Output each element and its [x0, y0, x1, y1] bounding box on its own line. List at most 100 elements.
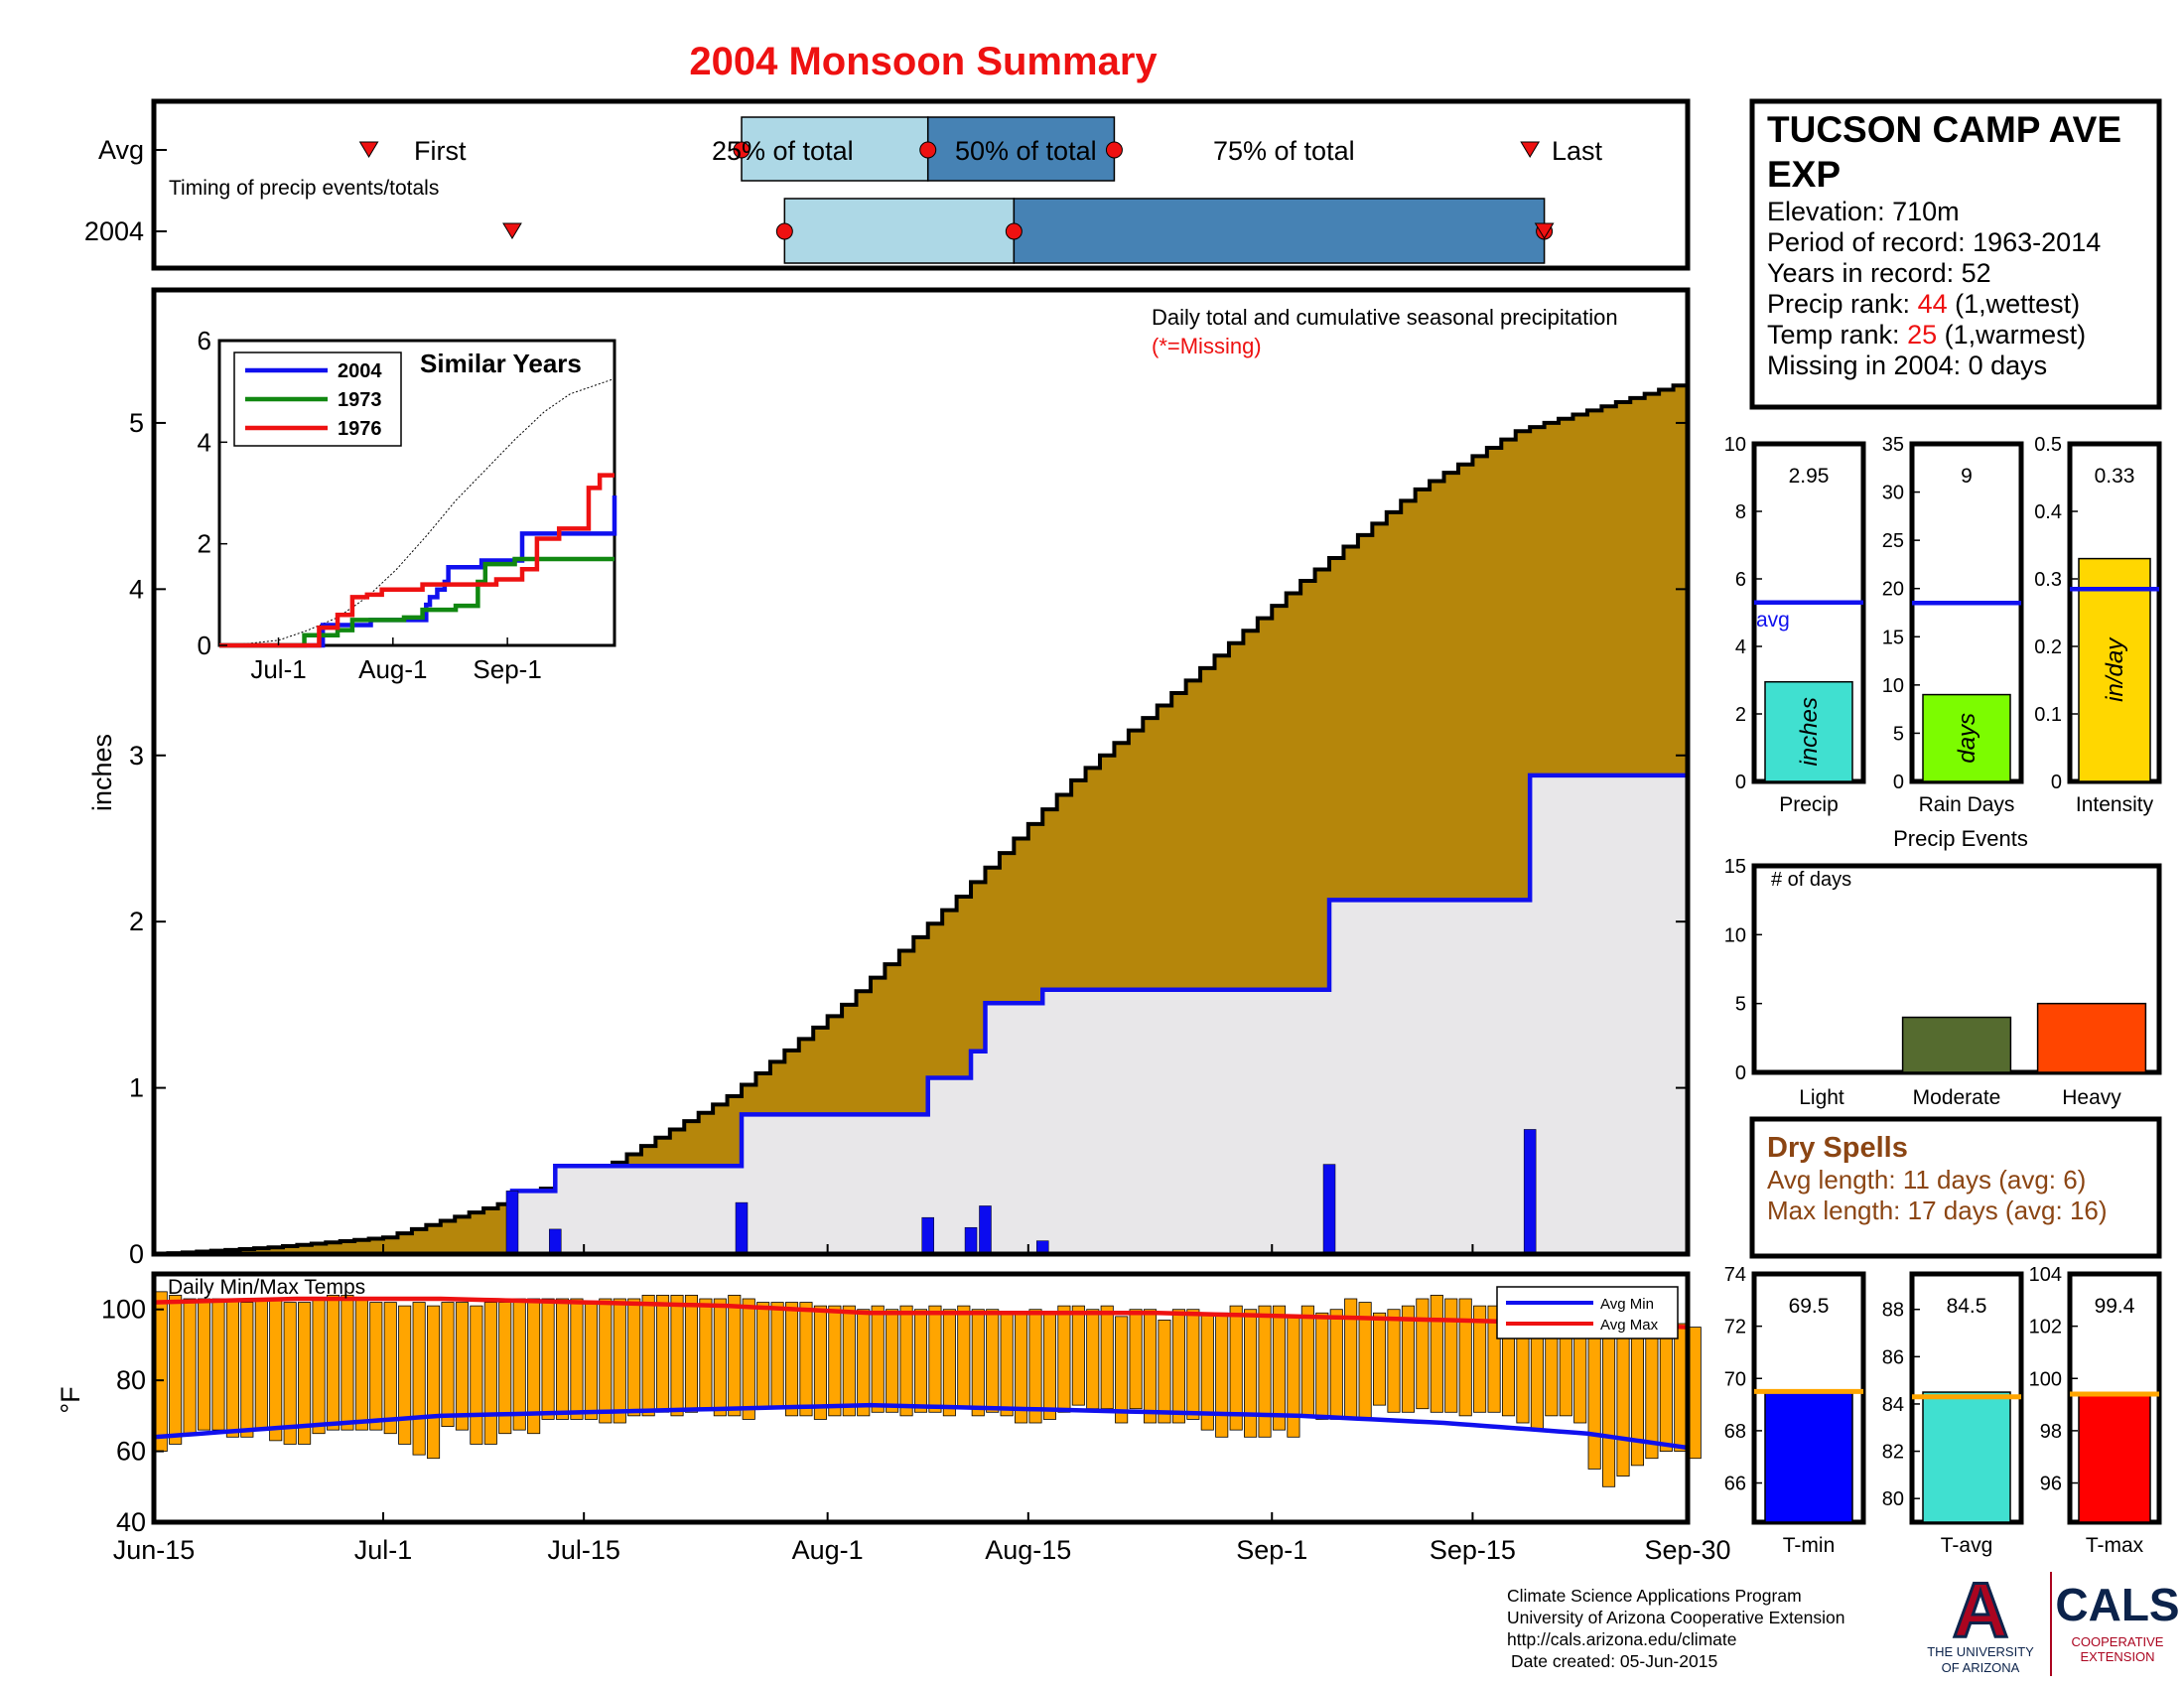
timing-2004-25-50-box	[783, 198, 1016, 264]
daily-temp-bar	[1329, 1309, 1343, 1420]
panel-y-tick-label-temp_tmax: 102	[2029, 1317, 2062, 1338]
main-y-label: inches	[87, 734, 117, 811]
x-tick-label: Sep-30	[1644, 1535, 1730, 1565]
station-info-box: TUCSON CAMP AVE EXP Elevation: 710m Peri…	[1749, 98, 2162, 410]
page-title: 2004 Monsoon Summary	[689, 40, 1158, 83]
precip-events-y-tick-label: 10	[1724, 924, 1746, 946]
daily-temp-bar	[799, 1302, 813, 1417]
daily-temp-bar	[1401, 1305, 1415, 1413]
panel-y-tick-label-totals_raindays: 30	[1882, 483, 1904, 504]
inset-marks: 0 2 4 6 Jul-1 Aug-1 Sep-1	[198, 326, 617, 684]
temps-y-label: °F	[56, 1386, 85, 1413]
daily-temp-bar	[1244, 1309, 1258, 1438]
daily-temp-bar	[326, 1295, 341, 1431]
dry-spells-max: Max length: 17 days (avg: 16)	[1767, 1196, 2108, 1225]
temps-y-tick-label: 60	[116, 1437, 146, 1467]
daily-temp-bar	[1416, 1298, 1430, 1410]
x-tick-label: Jul-1	[354, 1535, 413, 1565]
timing-panel: Avg 2004 Timing of precip events/totals …	[84, 98, 1691, 271]
daily-temp-bar	[269, 1298, 283, 1442]
main-precip-marks	[154, 381, 1690, 1257]
precip-events-bar-moderate	[1901, 1016, 2012, 1073]
panel-y-tick-label-totals_raindays: 5	[1893, 723, 1904, 745]
panel-y-tick-label-temp_tmax: 96	[2040, 1474, 2062, 1495]
main-chart-title: Daily total and cumulative seasonal prec…	[1152, 305, 1618, 330]
station-name-line2: EXP	[1767, 154, 1841, 195]
daily-temp-bar	[584, 1302, 598, 1420]
daily-temp-bar	[1444, 1298, 1458, 1413]
main-y-tick-label: 3	[129, 741, 144, 771]
daily-temp-bar	[354, 1298, 368, 1431]
temps-marks	[153, 1291, 1702, 1487]
cals-wordmark: CALS	[2055, 1579, 2179, 1630]
daily-temp-bar	[756, 1302, 770, 1410]
precip-events-marks: Light Moderate Heavy 0 5 10 15	[1724, 856, 2162, 1109]
panel-y-tick-label-totals_intensity: 0.4	[2034, 501, 2062, 523]
inset-series-line-1976	[219, 473, 614, 648]
daily-temp-bar	[1015, 1312, 1028, 1424]
daily-temp-bar	[1287, 1316, 1300, 1438]
panel-value-totals_precip: 2.95	[1789, 465, 1830, 488]
inset-legend-label-2004: 2004	[338, 360, 382, 382]
panel-value-totals_raindays: 9	[1961, 465, 1973, 488]
daily-temp-bar	[1100, 1305, 1114, 1410]
daily-temp-bar	[383, 1302, 397, 1435]
avg-min-line	[153, 1402, 1689, 1451]
panel-y-tick-label-temp_tmax: 104	[2029, 1264, 2062, 1286]
daily-temp-bar	[1602, 1330, 1616, 1487]
daily-precip-bar	[549, 1228, 562, 1255]
timing-avg-pct-marker-1	[733, 141, 751, 159]
main-y-axis: 0 1 2 3 4 5	[129, 408, 1688, 1269]
daily-temp-bar	[871, 1305, 885, 1413]
daily-temp-bar	[555, 1298, 570, 1420]
daily-precip-bar	[1322, 1164, 1336, 1255]
footer-line1: Climate Science Applications Program	[1507, 1586, 1802, 1606]
panel-bar-label-totals_raindays: days	[1954, 713, 1980, 764]
daily-temp-bar	[1630, 1327, 1644, 1467]
panel-value-temp_tavg: 84.5	[1947, 1295, 1987, 1318]
daily-temp-bar	[957, 1305, 971, 1410]
panel-y-tick-label-temp_tavg: 84	[1882, 1394, 1904, 1416]
footer-credits: Climate Science Applications Program Uni…	[1507, 1586, 1844, 1671]
panel-category-totals_raindays: Rain Days	[1919, 793, 2015, 816]
ua-line1: THE UNIVERSITY	[1927, 1644, 2034, 1659]
main-y-tick-label: 1	[129, 1073, 144, 1103]
inset-legend-label-1976: 1976	[338, 418, 382, 440]
panel-category-temp_tmin: T-min	[1783, 1534, 1836, 1557]
precip-events-category-light: Light	[1799, 1086, 1844, 1109]
daily-temp-bar	[684, 1295, 699, 1413]
x-tick-label: Jun-15	[113, 1535, 196, 1565]
daily-temp-bar	[842, 1305, 856, 1417]
panel-y-tick-label-totals_intensity: 0	[2051, 772, 2062, 793]
daily-temp-bar	[211, 1298, 225, 1431]
daily-temp-bar	[728, 1295, 742, 1417]
timing-pct75-label: 75% of total	[1213, 136, 1355, 166]
footer-line2: University of Arizona Cooperative Extens…	[1507, 1608, 1844, 1627]
station-precip-rank: Precip rank: 44 (1,wettest)	[1767, 289, 2080, 319]
timing-row-label-2004: 2004	[84, 216, 144, 246]
panel-bar-totals_precip	[1764, 680, 1853, 782]
daily-temp-bar	[1272, 1305, 1287, 1431]
daily-temp-bar	[412, 1302, 426, 1456]
daily-temp-bar	[1674, 1323, 1688, 1452]
daily-temp-bar	[1229, 1305, 1243, 1431]
daily-precip-bar	[979, 1205, 992, 1255]
daily-temp-bar	[1143, 1309, 1158, 1424]
daily-temp-bar	[828, 1305, 842, 1417]
inset-x-tick-label: Sep-1	[473, 654, 541, 684]
temps-plot-frame	[151, 1271, 1691, 1525]
daily-temp-bar	[1215, 1312, 1229, 1438]
panel-y-tick-label-temp_tavg: 80	[1882, 1488, 1904, 1510]
panel-y-tick-label-totals_raindays: 0	[1893, 772, 1904, 793]
avg-max-line	[153, 1296, 1689, 1330]
daily-temp-bar	[986, 1309, 1000, 1413]
daily-temp-bar	[1688, 1327, 1702, 1460]
panel-y-tick-label-temp_tmax: 100	[2029, 1368, 2062, 1390]
timing-caption: Timing of precip events/totals	[169, 177, 439, 200]
daily-temp-bar	[713, 1298, 727, 1417]
panel-category-temp_tmax: T-max	[2086, 1534, 2144, 1557]
daily-temp-bar	[928, 1305, 942, 1413]
inset-series-line-1973	[219, 556, 614, 648]
daily-temp-bar	[742, 1298, 755, 1420]
daily-temp-bar	[1115, 1316, 1129, 1424]
